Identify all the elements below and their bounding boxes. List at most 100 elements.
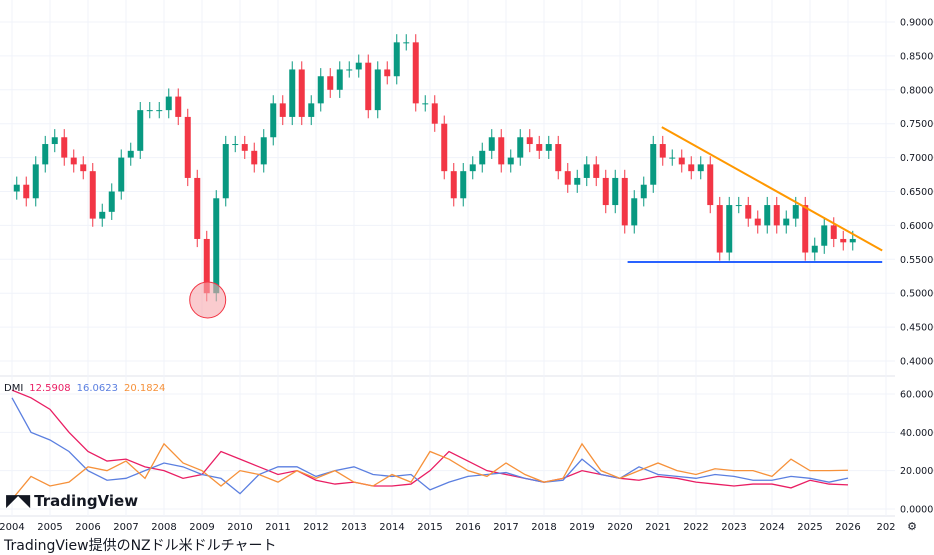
candle-body (137, 110, 144, 151)
candle-body (374, 69, 381, 111)
candle-body (469, 164, 476, 172)
candle-body (32, 164, 39, 199)
tradingview-logo-icon: ◤◥ (6, 491, 30, 511)
candle-body (70, 157, 77, 165)
candle-body (764, 205, 771, 226)
x-tick-label: 2004 (0, 522, 25, 533)
candle-body (517, 137, 524, 158)
candle-body (146, 110, 153, 112)
x-tick-label: 2006 (75, 522, 100, 533)
x-tick-label: 2013 (341, 522, 366, 533)
descending-trendline (661, 126, 883, 252)
tradingview-logo[interactable]: ◤◥ TradingView (6, 491, 138, 511)
x-tick-label: 2023 (721, 522, 746, 533)
candle-body (61, 137, 68, 158)
low-circle-annotation (189, 281, 227, 319)
candle-body (194, 177, 201, 239)
candle-body (431, 103, 438, 124)
candle-body (754, 218, 761, 226)
candle-body (650, 144, 657, 185)
dmi-legend-blue: 16.0623 (76, 383, 118, 394)
candle-body (89, 171, 96, 219)
candle-body (450, 171, 457, 199)
dmi-legend-red: 12.5908 (29, 383, 71, 394)
x-tick-label: 2022 (683, 522, 708, 533)
candle-body (232, 144, 239, 146)
candle-body (412, 42, 419, 104)
candle-body (355, 62, 362, 70)
candle-body (222, 144, 229, 199)
candle-body (555, 144, 562, 172)
x-tick-label: 2017 (493, 522, 518, 533)
candle-body (479, 150, 486, 165)
dmi-y-tick-label: 40.0000 (900, 428, 934, 439)
candle-body (317, 76, 324, 104)
candle-body (745, 205, 752, 219)
chart-caption: TradingView提供のNZドル米ドルチャート (4, 538, 277, 554)
candle-body (184, 116, 191, 178)
candle-body (659, 144, 666, 158)
candle-body (631, 198, 638, 226)
tradingview-logo-text: TradingView (34, 492, 139, 510)
dmi-y-tick-label: 20.0000 (900, 466, 934, 477)
candle-body (840, 238, 847, 243)
candle-body (165, 96, 172, 111)
dmi-y-tick-label: 0.0000 (900, 505, 933, 516)
candle-body (697, 164, 704, 172)
x-tick-label: 2019 (569, 522, 594, 533)
dmi-legend-title: DMI (4, 383, 24, 394)
candle-body (821, 225, 828, 246)
candle-body (716, 205, 723, 253)
candle-body (127, 150, 134, 158)
candle-body (393, 42, 400, 77)
dmi-legend-orange: 20.1824 (124, 383, 166, 394)
x-tick-label: 202 (876, 522, 895, 533)
candle-body (118, 157, 125, 192)
x-tick-label: 2024 (759, 522, 784, 533)
candle-body (403, 42, 410, 44)
candle-body (507, 157, 514, 165)
candle-body (270, 103, 277, 138)
dmi-y-tick-label: 60.0000 (900, 389, 934, 400)
candle-body (42, 144, 49, 165)
x-tick-label: 2014 (379, 522, 404, 533)
candle-body (726, 205, 733, 253)
candle-body (23, 184, 30, 199)
candle-body (175, 96, 182, 117)
candle-body (99, 211, 106, 219)
dmi-orange-line (11, 442, 849, 500)
x-tick-label: 2008 (151, 522, 176, 533)
candle-body (707, 164, 714, 206)
x-tick-label: 2012 (303, 522, 328, 533)
x-tick-label: 2010 (227, 522, 252, 533)
y-tick-label: 0.40000 (900, 357, 934, 368)
x-tick-label: 2026 (835, 522, 860, 533)
candle-body (669, 157, 676, 159)
candle-body (849, 238, 856, 243)
candle-body (156, 110, 163, 112)
candle-body (108, 191, 115, 212)
candle-body (621, 177, 628, 226)
candle-body (441, 123, 448, 172)
candle-body (545, 144, 552, 151)
candle-body (640, 184, 647, 199)
candle-body (241, 144, 248, 151)
candle-body (811, 245, 818, 253)
candle-body (830, 225, 837, 239)
candle-body (536, 144, 543, 151)
candle-body (203, 238, 210, 294)
candle-body (593, 164, 600, 178)
x-tick-label: 2007 (113, 522, 138, 533)
candle-body (574, 177, 581, 185)
settings-icon: ⚙ (907, 520, 917, 533)
